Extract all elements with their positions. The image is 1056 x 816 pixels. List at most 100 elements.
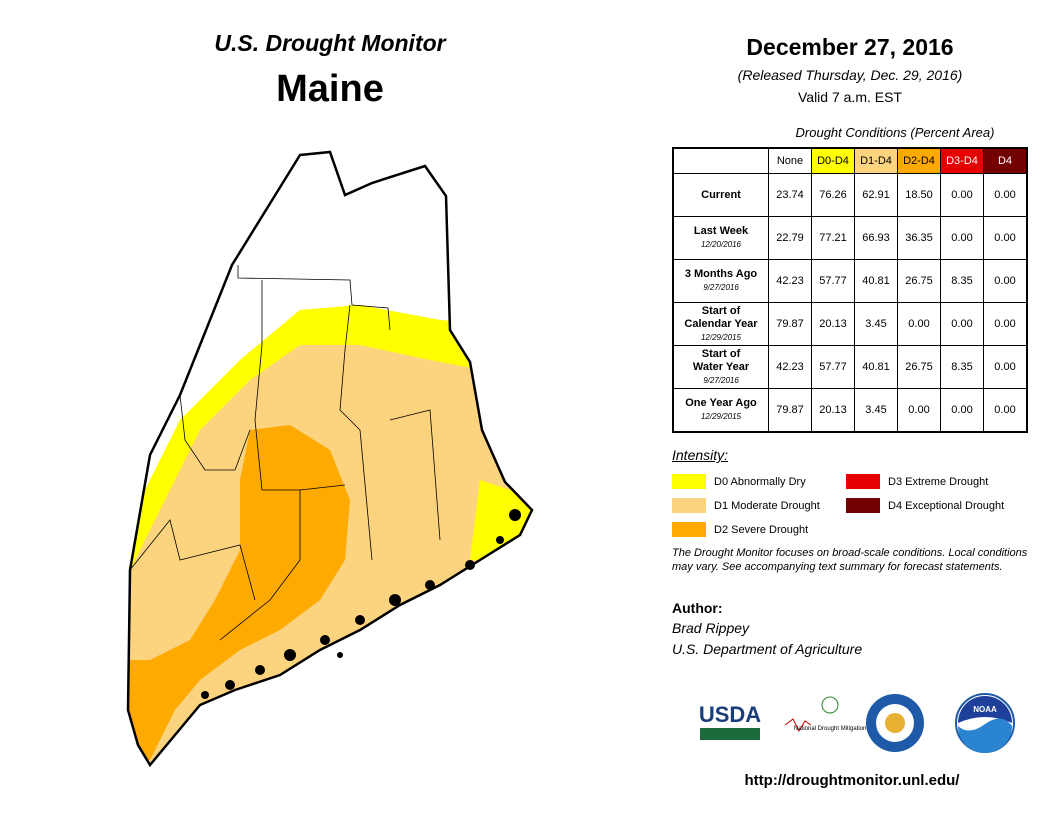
row-label-line: Start of (701, 304, 741, 317)
cell-value: 3.45 (854, 388, 898, 433)
d2-area (128, 425, 350, 765)
row-label: Start of Calendar Year 12/29/2015 (672, 302, 769, 346)
legend-label: D1 Moderate Drought (714, 499, 820, 512)
table-caption: Drought Conditions (Percent Area) (795, 125, 995, 140)
legend-item: D1 Moderate Drought (672, 498, 820, 513)
cell-value: 79.87 (768, 302, 812, 346)
state-map (126, 150, 534, 768)
map-date: December 27, 2016 (746, 34, 954, 60)
legend-label: D2 Severe Drought (714, 523, 809, 536)
noaa-bottom (958, 718, 1012, 753)
cell-value: 40.81 (854, 345, 898, 389)
row-label-line: Last Week (693, 225, 749, 237)
logos: USDA National Drought Mitigation Center … (699, 693, 1015, 753)
legend-label: D4 Exceptional Drought (888, 499, 1005, 512)
drought-areas (128, 152, 532, 765)
table-row: 3 Months Ago 9/27/2016 42.23 57.77 40.81 26.7… (672, 259, 1028, 303)
table-row: Current 23.74 76.26 62.91 18.50 0.00 0.00 (672, 173, 1028, 217)
ndmc-leaf (821, 696, 839, 714)
legend-label: D0 Abnormally Dry (714, 475, 806, 488)
usda-logo: USDA (699, 702, 761, 727)
row-label: One Year Ago 12/29/2015 (672, 388, 769, 433)
state-title: Maine (276, 68, 384, 110)
column-header: D2-D4 (897, 147, 941, 174)
legend-swatch (672, 522, 706, 537)
cell-value: 0.00 (897, 302, 941, 346)
valid-time: Valid 7 a.m. EST (797, 89, 902, 105)
cell-value: 26.75 (897, 345, 941, 389)
row-label-line: Current (701, 188, 741, 201)
cell-value: 3.45 (854, 302, 898, 346)
cell-value: 79.87 (768, 388, 812, 433)
cell-value: 42.23 (768, 345, 812, 389)
row-date: 9/27/2016 (703, 283, 739, 292)
commerce-eagle (885, 713, 905, 733)
cell-value: 66.93 (854, 216, 898, 260)
cell-value: 0.00 (983, 173, 1028, 217)
ndmc-graph (784, 718, 812, 733)
legend-swatch (846, 498, 880, 513)
cell-value: 0.00 (983, 216, 1028, 260)
row-label: Last Week 12/20/2016 (672, 216, 769, 260)
row-label: 3 Months Ago 9/27/2016 (672, 259, 769, 303)
column-header: D0-D4 (811, 147, 855, 174)
release-date: (Released Thursday, Dec. 29, 2016) (737, 67, 963, 83)
legend-swatch (672, 498, 706, 513)
ndmc-logo: National Drought Mitigation Center (794, 726, 886, 732)
row-date: 12/29/2015 (700, 412, 742, 421)
cell-value: 0.00 (983, 345, 1028, 389)
cell-value: 0.00 (940, 216, 984, 260)
author-org: U.S. Department of Agriculture (672, 641, 863, 657)
row-label: Start of Water Year 9/27/2016 (672, 345, 769, 389)
state-outline (126, 150, 534, 768)
row-label: Current (672, 173, 769, 217)
legend-item: D2 Severe Drought (672, 522, 808, 537)
county-lines (129, 265, 441, 641)
legend-swatch (672, 474, 706, 489)
note: The Drought Monitor focuses on broad-sca… (672, 547, 1028, 573)
cell-value: 0.00 (983, 388, 1028, 433)
cell-value: 8.35 (940, 259, 984, 303)
cell-value: 8.35 (940, 345, 984, 389)
product-title: U.S. Drought Monitor (214, 30, 446, 56)
cell-value: 57.77 (811, 345, 855, 389)
author-heading: Author: (672, 600, 723, 616)
noaa-top (958, 696, 1012, 723)
cell-value: 18.50 (897, 173, 941, 217)
cell-value: 57.77 (811, 259, 855, 303)
legend-swatch (846, 474, 880, 489)
legend-item: D0 Abnormally Dry (672, 474, 806, 489)
row-label-line: Start of (701, 347, 741, 360)
cell-value: 62.91 (854, 173, 898, 217)
cell-value: 26.75 (897, 259, 941, 303)
ndmc-text: National Drought Mitigation Center (794, 726, 886, 732)
column-header: D3-D4 (940, 147, 984, 174)
coast-islands (201, 509, 521, 699)
cell-value: 42.23 (768, 259, 812, 303)
legend-label: D3 Extreme Drought (888, 475, 989, 488)
table-row: Start of Water Year 9/27/2016 42.23 57.77 40.… (672, 345, 1028, 389)
legend-item: D4 Exceptional Drought (846, 498, 1004, 513)
noaa-logo: NOAA (973, 705, 997, 714)
column-header: D1-D4 (854, 147, 898, 174)
table-row: Start of Calendar Year 12/29/2015 79.87 20.1… (672, 302, 1028, 346)
header-row: None D0-D4 D1-D4 D2-D4 D3-D4 D4 (673, 147, 1028, 174)
cell-value: 0.00 (940, 302, 984, 346)
row-date: 9/27/2016 (703, 375, 739, 385)
blank-header (673, 148, 769, 174)
cell-value: 22.79 (768, 216, 812, 260)
row-label-line: Calendar Year (684, 317, 758, 330)
cell-value: 40.81 (854, 259, 898, 303)
d0-east-area (470, 480, 532, 560)
table-row: One Year Ago 12/29/2015 79.87 20.13 3.45 0.00… (672, 388, 1028, 433)
row-date: 12/20/2016 (700, 240, 742, 249)
cell-value: 20.13 (811, 388, 855, 433)
cell-value: 36.35 (897, 216, 941, 260)
cell-value: 0.00 (983, 302, 1028, 346)
usda-bar (700, 728, 760, 740)
author-name: Brad Rippey (672, 620, 750, 636)
column-header: D4 (983, 147, 1028, 174)
cell-value: 0.00 (940, 173, 984, 217)
cell-value: 77.21 (811, 216, 855, 260)
